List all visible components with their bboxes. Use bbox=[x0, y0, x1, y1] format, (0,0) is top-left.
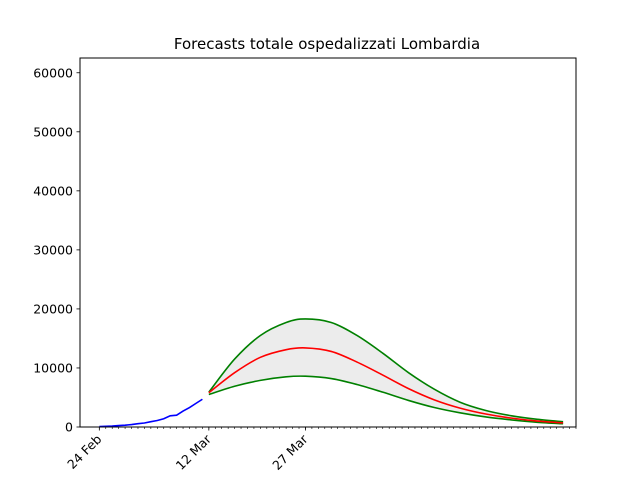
y-tick-label: 10000 bbox=[33, 360, 73, 375]
axes: 0 10000 20000 30000 40000 50000 60000 24 Feb 12 … bbox=[33, 65, 577, 473]
forecast-central-line bbox=[208, 347, 564, 424]
forecast-lower-line bbox=[208, 375, 564, 425]
observed-line bbox=[99, 398, 203, 428]
plot-area bbox=[99, 318, 564, 428]
chart-title: Forecasts totale ospedalizzati Lombardia bbox=[174, 35, 480, 53]
y-tick-label: 40000 bbox=[33, 183, 73, 198]
y-tick-label: 50000 bbox=[33, 124, 73, 139]
forecast-upper-line bbox=[208, 318, 564, 423]
x-tick-label: 24 Feb bbox=[64, 431, 104, 471]
plot-frame bbox=[79, 57, 577, 428]
x-tick-label: 27 Mar bbox=[269, 431, 311, 473]
y-tick-label: 0 bbox=[65, 420, 73, 435]
x-tick-label: 12 Mar bbox=[173, 431, 215, 473]
y-tick-label: 20000 bbox=[33, 301, 73, 316]
y-tick-label: 30000 bbox=[33, 242, 73, 257]
y-tick-label: 60000 bbox=[33, 65, 73, 80]
forecast-band bbox=[208, 318, 564, 424]
